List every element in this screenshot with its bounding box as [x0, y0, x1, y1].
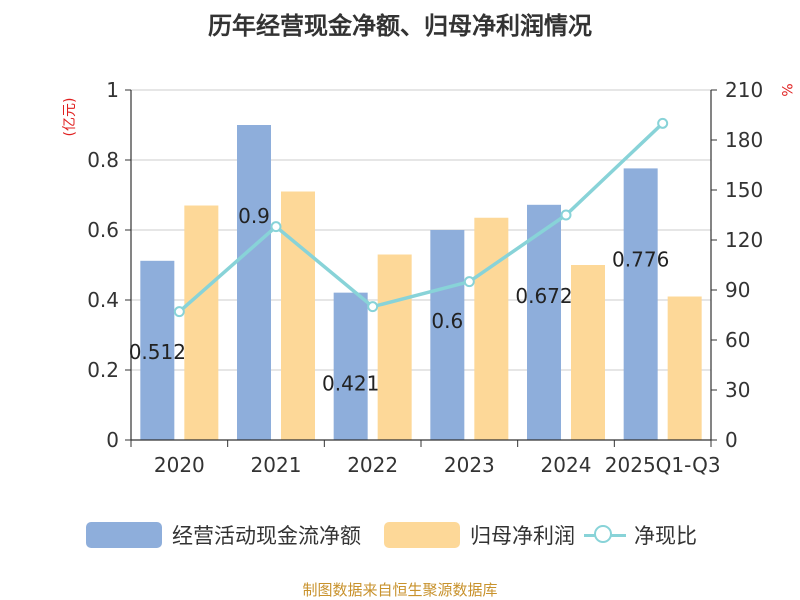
bar-cashflow	[140, 260, 175, 440]
x-tick-label: 2022	[347, 453, 398, 477]
ratio-point	[560, 209, 572, 221]
bar-cashflow	[430, 230, 465, 440]
x-tick-label: 2024	[541, 453, 592, 477]
bar-profit	[184, 205, 219, 440]
x-tick-label: 2023	[444, 453, 495, 477]
legend: 经营活动现金流净额 归母净利润 净现比	[0, 516, 800, 556]
legend-item-cashflow[interactable]: 经营活动现金流净额	[86, 516, 361, 554]
ratio-point	[270, 221, 282, 233]
x-tick-label: 2025Q1-Q3	[605, 453, 721, 477]
ratio-point	[657, 117, 669, 129]
legend-label-ratio: 净现比	[634, 524, 697, 548]
legend-item-ratio[interactable]: 净现比	[584, 516, 697, 554]
right-tick-label: 90	[725, 278, 750, 302]
data-label-cashflow: 0.9	[238, 204, 270, 228]
bar-profit	[377, 254, 412, 440]
legend-swatch-ratio	[584, 522, 626, 548]
bar-profit	[281, 191, 315, 440]
right-tick-label: 30	[725, 378, 750, 402]
bar-profit	[667, 296, 702, 440]
legend-label-cashflow: 经营活动现金流净额	[172, 524, 361, 548]
data-labels: 0.512 0.9 0.421 0.6 0.672 0.776	[129, 204, 670, 396]
ratio-point	[367, 301, 379, 313]
left-tick-label: 0	[106, 428, 119, 452]
bar-profit	[474, 217, 509, 440]
x-tick-label: 2020	[154, 453, 205, 477]
right-tick-label: 150	[725, 178, 763, 202]
bar-cashflow	[623, 168, 658, 440]
legend-swatch-cashflow	[86, 522, 162, 548]
x-tick-label: 2021	[251, 453, 302, 477]
ratio-line	[173, 117, 669, 318]
bar-cashflow	[333, 292, 368, 440]
right-tick-label: 210	[725, 78, 763, 102]
right-tick-label: 0	[725, 428, 738, 452]
data-label-cashflow: 0.512	[129, 340, 186, 364]
right-axis-unit: %	[778, 83, 794, 96]
right-tick-label: 60	[725, 328, 750, 352]
legend-item-profit[interactable]: 归母净利润	[384, 516, 575, 554]
data-label-cashflow: 0.6	[431, 309, 463, 333]
bar-cashflow	[527, 204, 561, 440]
left-tick-label: 0.8	[87, 148, 119, 172]
legend-label-profit: 归母净利润	[470, 524, 575, 548]
legend-swatch-profit	[384, 522, 460, 548]
ratio-line-path	[178, 122, 664, 313]
data-label-cashflow: 0.672	[515, 284, 572, 308]
data-label-cashflow: 0.421	[322, 372, 379, 396]
left-axis-unit: (亿元)	[62, 98, 78, 137]
left-tick-label: 0.2	[87, 358, 119, 382]
chart-title: 历年经营现金净额、归母净利润情况	[208, 12, 592, 40]
axes: 0 0.2 0.4 0.6 0.8 1 0 30 60 90 120 150 180 210 2020 202…	[87, 78, 763, 477]
left-tick-label: 0.6	[87, 218, 119, 242]
ratio-point	[463, 276, 475, 288]
bars	[140, 125, 702, 440]
right-tick-label: 120	[725, 228, 763, 252]
bar-cashflow	[237, 125, 271, 440]
right-tick-label: 180	[725, 128, 763, 152]
left-tick-label: 0.4	[87, 288, 119, 312]
data-source: 制图数据来自恒生聚源数据库	[302, 581, 498, 599]
bar-profit	[571, 265, 605, 440]
ratio-point	[173, 306, 185, 318]
data-label-cashflow: 0.776	[612, 247, 669, 271]
left-tick-label: 1	[106, 78, 119, 102]
